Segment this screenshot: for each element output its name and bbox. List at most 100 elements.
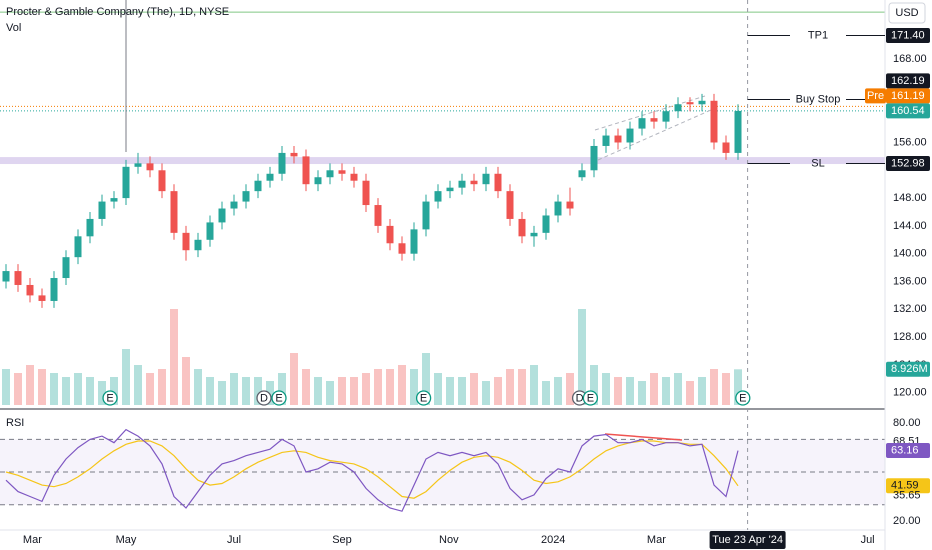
candle-body [422, 201, 430, 230]
volume-bar [518, 369, 526, 405]
volume-bar [662, 377, 670, 405]
candle-body [494, 173, 502, 192]
volume-bar [554, 377, 562, 405]
volume-bar [242, 377, 250, 405]
volume-bar [74, 373, 82, 405]
y-tick-label: 140.00 [893, 248, 927, 260]
rsi-label: RSI [6, 417, 24, 429]
volume-bar [698, 377, 706, 405]
volume-bar [194, 369, 202, 405]
candle-body [626, 128, 634, 143]
candle-body [14, 271, 22, 285]
volume-bar [50, 373, 58, 405]
candle-body [266, 173, 274, 181]
volume-bar [674, 373, 682, 405]
price-badge [886, 155, 930, 171]
volume-bar [602, 373, 610, 405]
candle-body [338, 170, 346, 174]
volume-bar [650, 373, 658, 405]
event-marker [256, 390, 272, 406]
volume-bar [578, 309, 586, 405]
volume-bar [530, 365, 538, 405]
rsi-ma-line [5, 440, 739, 499]
volume-bar [278, 373, 286, 405]
candle-body [314, 177, 322, 185]
volume-bar [410, 369, 418, 405]
candle-body [326, 170, 334, 178]
candle-body [530, 232, 538, 237]
candle-body [182, 232, 190, 251]
candle-body [674, 104, 682, 112]
support-zone [0, 157, 885, 165]
candle-body [74, 236, 82, 258]
candle-body [434, 191, 442, 202]
volume-bar [158, 369, 166, 405]
x-tick-label: Mar [647, 534, 666, 546]
x-tick-label: Jul [227, 534, 241, 546]
candle-body [734, 110, 742, 153]
candle-body [278, 152, 286, 174]
currency-label[interactable]: USD [895, 7, 918, 19]
candle-body [554, 201, 562, 216]
candle-body [578, 170, 586, 178]
candle-body [362, 180, 370, 206]
candle-body [614, 135, 622, 143]
volume-bar [686, 381, 694, 405]
volume-bar [206, 377, 214, 405]
price-badge [886, 361, 930, 377]
event-label: D [260, 392, 268, 404]
candle-body [590, 145, 598, 171]
volume-bar [326, 381, 334, 405]
currency-button[interactable] [888, 2, 926, 24]
volume-bar [302, 369, 310, 405]
event-marker [735, 390, 751, 406]
volume-bar [266, 381, 274, 405]
candle-body [98, 201, 106, 219]
candle-body [650, 118, 658, 122]
candle-body [374, 205, 382, 226]
volume-bar [542, 381, 550, 405]
volume-bar [470, 373, 478, 405]
x-tick-label: Mar [23, 534, 42, 546]
price-badge-label: 63.16 [891, 444, 919, 456]
candle-body [146, 163, 154, 171]
volume-bar [614, 377, 622, 405]
price-badge [886, 103, 930, 119]
price-badge-label: 171.40 [891, 29, 925, 41]
volume-bar [362, 373, 370, 405]
price-badge [886, 27, 930, 43]
candle-body [542, 215, 550, 233]
volume-bar [110, 377, 118, 405]
candle-body [218, 208, 226, 223]
candle-body [230, 201, 238, 209]
candle-body [242, 191, 250, 202]
volume-bar [374, 369, 382, 405]
candle-body [698, 100, 706, 105]
volume-bar [722, 373, 730, 405]
volume-bar [98, 381, 106, 405]
volume-bar [134, 365, 142, 405]
rsi-tick-label: 20.00 [893, 515, 921, 527]
candle-body [566, 201, 574, 209]
x-tick-label: Jul [861, 534, 875, 546]
event-marker [415, 390, 432, 406]
candle-body [50, 278, 58, 301]
candle-body [290, 152, 298, 157]
level-name: SL [811, 157, 824, 169]
channel-line [594, 95, 706, 131]
candle-body [86, 218, 94, 237]
volume-bar [146, 373, 154, 405]
y-tick-label: 168.00 [893, 53, 927, 65]
candle-body [254, 180, 262, 192]
y-tick-label: 136.00 [893, 275, 927, 287]
y-tick-label: 132.00 [893, 303, 927, 315]
pre-tag-label: Pre [867, 90, 884, 102]
volume-bar [62, 377, 70, 405]
rsi-line [5, 428, 739, 512]
volume-bar [590, 365, 598, 405]
x-tick-label: Sep [332, 534, 352, 546]
volume-bar [218, 381, 226, 405]
candle-body [110, 198, 118, 202]
price-badge [886, 73, 930, 89]
volume-bar [446, 377, 454, 405]
